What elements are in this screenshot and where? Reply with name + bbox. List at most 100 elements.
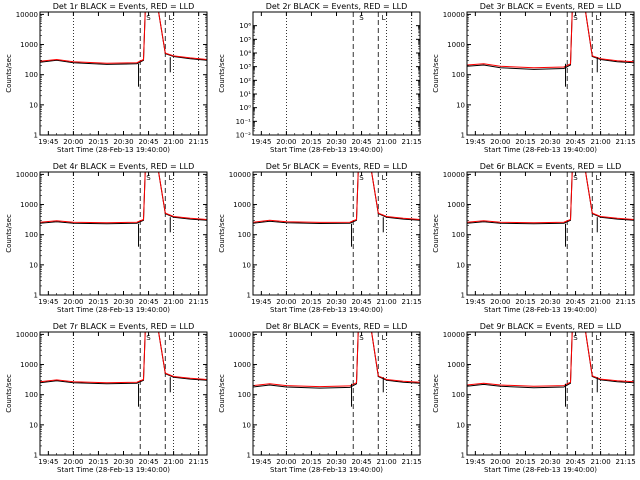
x-tick-label: 20:00 <box>277 298 297 306</box>
chart-svg: Det 6r BLACK = Events, RED = LLD S L 1 10 100… <box>432 162 636 314</box>
x-tick-label: 20:30 <box>540 298 560 306</box>
x-tick-label: 20:30 <box>113 298 133 306</box>
annotation-l: L <box>595 14 599 22</box>
x-tick-label: 20:00 <box>277 138 297 146</box>
y-tick-label: 10⁻¹ <box>236 118 252 126</box>
annotation-l: L <box>169 174 173 182</box>
x-tick-label: 20:15 <box>88 138 108 146</box>
x-tick-label: 20:15 <box>515 138 535 146</box>
detector-panel-6: Det 6r BLACK = Events, RED = LLD S L 1 10 100… <box>427 160 640 320</box>
x-tick-label: 20:45 <box>565 138 585 146</box>
chart-title: Det 4r BLACK = Events, RED = LLD <box>53 162 195 171</box>
x-tick-label: 21:00 <box>590 138 610 146</box>
x-axis-label: Start Time (28-Feb-13 19:40:00) <box>270 306 383 314</box>
annotation-s: S <box>146 14 151 22</box>
y-tick-label: 100 <box>238 391 251 399</box>
y-tick-label: 1 <box>460 292 464 300</box>
x-tick-label: 20:15 <box>515 298 535 306</box>
events-series-line <box>253 171 421 225</box>
plot-frame <box>466 171 635 296</box>
y-tick-label: 100 <box>451 391 464 399</box>
events-series-line <box>39 331 208 385</box>
annotation-l: L <box>382 334 386 342</box>
y-tick-label: 10000 <box>442 171 464 179</box>
y-tick-label: 1 <box>34 452 38 460</box>
x-tick-label: 20:15 <box>302 458 322 466</box>
chart-title: Det 9r BLACK = Events, RED = LLD <box>479 322 621 331</box>
chart-title: Det 7r BLACK = Events, RED = LLD <box>53 322 195 331</box>
lld-series-line <box>466 171 634 224</box>
chart-svg: Det 7r BLACK = Events, RED = LLD S L 1 10 100… <box>5 322 209 474</box>
x-tick-label: 21:15 <box>402 458 422 466</box>
chart-svg: Det 8r BLACK = Events, RED = LLD S L 1 10 100… <box>218 322 422 474</box>
y-tick-label: 1000 <box>233 361 251 369</box>
y-tick-label: 10⁶ <box>240 22 252 30</box>
y-axis-label: Counts/sec <box>218 54 226 93</box>
plot-frame <box>39 171 208 296</box>
x-tick-label: 21:00 <box>377 138 397 146</box>
chart-title: Det 2r BLACK = Events, RED = LLD <box>266 2 408 11</box>
y-tick-label: 100 <box>25 391 38 399</box>
x-tick-label: 21:00 <box>377 458 397 466</box>
y-tick-label: 1000 <box>233 201 251 209</box>
lld-series-line <box>39 11 208 64</box>
x-tick-label: 20:45 <box>352 138 372 146</box>
detector-panel-9: Det 9r BLACK = Events, RED = LLD S L 1 10 100… <box>427 320 640 480</box>
x-tick-label: 21:00 <box>590 298 610 306</box>
x-tick-label: 20:30 <box>113 458 133 466</box>
y-tick-label: 10000 <box>16 331 38 339</box>
y-axis-label: Counts/sec <box>218 374 226 413</box>
x-tick-label: 21:15 <box>615 298 635 306</box>
detector-panel-4: Det 4r BLACK = Events, RED = LLD S L 1 10 100… <box>0 160 213 320</box>
x-tick-label: 19:45 <box>252 138 272 146</box>
x-axis-label: Start Time (28-Feb-13 19:40:00) <box>270 146 383 154</box>
y-tick-label: 10 <box>242 421 251 429</box>
x-tick-label: 20:45 <box>138 458 158 466</box>
y-tick-label: 1000 <box>447 201 465 209</box>
y-tick-label: 1000 <box>20 41 38 49</box>
y-tick-label: 10¹ <box>240 91 252 99</box>
annotation-s: S <box>360 14 365 22</box>
y-axis-label: Counts/sec <box>432 374 440 413</box>
x-tick-label: 21:15 <box>615 138 635 146</box>
chart-title: Det 5r BLACK = Events, RED = LLD <box>266 162 408 171</box>
x-tick-label: 19:45 <box>465 458 485 466</box>
y-tick-label: 1000 <box>20 201 38 209</box>
x-tick-label: 21:00 <box>164 298 184 306</box>
x-tick-label: 20:15 <box>88 298 108 306</box>
detector-panel-3: Det 3r BLACK = Events, RED = LLD S L 1 10 100… <box>427 0 640 160</box>
y-tick-label: 100 <box>451 71 464 79</box>
chart-svg: Det 4r BLACK = Events, RED = LLD S L 1 10 100… <box>5 162 209 314</box>
plot-frame <box>252 331 421 456</box>
x-tick-label: 21:15 <box>402 138 422 146</box>
y-tick-label: 100 <box>25 71 38 79</box>
lld-series-line <box>466 11 634 69</box>
y-axis-label: Counts/sec <box>5 374 13 413</box>
lld-series-line <box>253 331 421 388</box>
x-tick-label: 21:15 <box>615 458 635 466</box>
chart-svg: Det 1r BLACK = Events, RED = LLD S L 1 10 100… <box>5 2 209 154</box>
annotation-s: S <box>146 174 151 182</box>
chart-title: Det 3r BLACK = Events, RED = LLD <box>479 2 621 11</box>
y-tick-label: 1 <box>247 452 251 460</box>
x-axis-label: Start Time (28-Feb-13 19:40:00) <box>484 146 597 154</box>
annotation-l: L <box>595 334 599 342</box>
y-tick-label: 1000 <box>447 41 465 49</box>
x-axis-label: Start Time (28-Feb-13 19:40:00) <box>484 306 597 314</box>
x-tick-label: 20:30 <box>327 138 347 146</box>
y-tick-label: 100 <box>25 231 38 239</box>
detector-panel-1: Det 1r BLACK = Events, RED = LLD S L 1 10 100… <box>0 0 213 160</box>
x-tick-label: 19:45 <box>38 138 58 146</box>
y-axis-label: Counts/sec <box>432 214 440 253</box>
x-tick-label: 20:45 <box>138 298 158 306</box>
annotation-s: S <box>573 334 578 342</box>
annotation-l: L <box>382 14 386 22</box>
annotation-s: S <box>146 334 151 342</box>
x-axis-label: Start Time (28-Feb-13 19:40:00) <box>57 146 170 154</box>
y-tick-label: 10 <box>456 421 465 429</box>
y-tick-label: 10⁰ <box>240 104 252 112</box>
lld-series-line <box>39 171 208 224</box>
x-tick-label: 20:45 <box>565 458 585 466</box>
y-tick-label: 10000 <box>229 331 251 339</box>
